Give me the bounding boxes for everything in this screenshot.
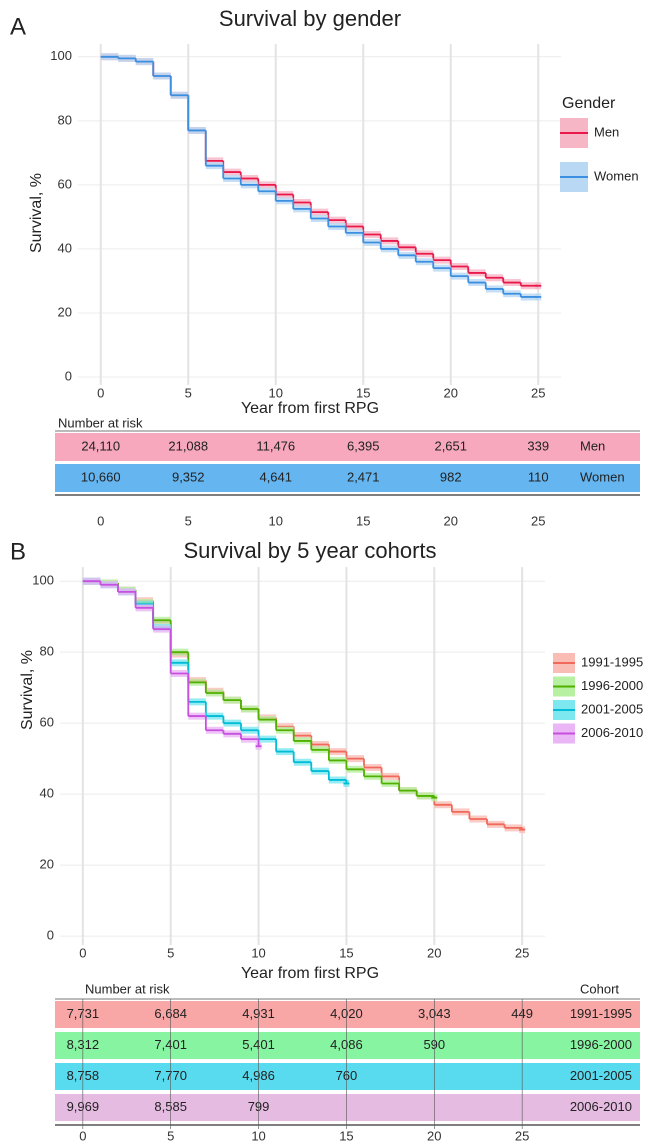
table-x-tick-label: 10 bbox=[269, 513, 283, 528]
x-tick-label: 0 bbox=[97, 385, 104, 400]
y-tick-label: 40 bbox=[40, 786, 54, 801]
risk-row-name: 2006-2010 bbox=[570, 1099, 632, 1114]
panel-label: B bbox=[10, 538, 26, 565]
table-x-tick-label: 0 bbox=[97, 513, 104, 528]
risk-count: 2,471 bbox=[347, 469, 380, 484]
y-tick-label: 60 bbox=[40, 715, 54, 730]
risk-count: 110 bbox=[528, 469, 549, 484]
x-tick-label: 20 bbox=[427, 945, 441, 960]
table-x-tick-label: 15 bbox=[356, 513, 370, 528]
risk-table-title: Number at risk bbox=[58, 415, 143, 430]
table-x-tick-label: 15 bbox=[339, 1128, 353, 1143]
risk-count: 24,110 bbox=[81, 438, 120, 453]
legend-label: 2001-2005 bbox=[581, 701, 643, 716]
legend-label: Women bbox=[594, 168, 639, 183]
risk-count: 10,660 bbox=[81, 469, 121, 484]
x-tick-label: 25 bbox=[531, 385, 545, 400]
x-tick-label: 5 bbox=[185, 385, 192, 400]
risk-count: 11,476 bbox=[256, 438, 295, 453]
risk-row-name: 2001-2005 bbox=[570, 1068, 632, 1083]
risk-row bbox=[55, 1001, 640, 1028]
table-x-tick-label: 10 bbox=[251, 1128, 265, 1143]
risk-count: 6,395 bbox=[347, 438, 380, 453]
legend-label: 1996-2000 bbox=[581, 678, 643, 693]
risk-row bbox=[55, 1094, 640, 1121]
risk-count: 982 bbox=[440, 469, 462, 484]
table-x-tick-label: 25 bbox=[531, 513, 545, 528]
y-tick-label: 100 bbox=[32, 573, 54, 588]
table-x-tick-label: 0 bbox=[79, 1128, 86, 1143]
x-tick-label: 0 bbox=[79, 945, 86, 960]
risk-count: 4,641 bbox=[259, 469, 292, 484]
y-tick-label: 40 bbox=[58, 240, 72, 255]
risk-row bbox=[55, 1032, 640, 1059]
y-tick-label: 20 bbox=[58, 304, 72, 319]
panel-label: A bbox=[10, 13, 26, 40]
risk-row-name: 1991-1995 bbox=[570, 1006, 632, 1021]
legend-label: 2006-2010 bbox=[581, 725, 643, 740]
risk-row bbox=[55, 464, 640, 492]
y-tick-label: 60 bbox=[58, 176, 72, 191]
y-tick-label: 20 bbox=[40, 857, 54, 872]
table-x-tick-label: 20 bbox=[427, 1128, 441, 1143]
risk-row-name: 1996-2000 bbox=[570, 1037, 632, 1052]
risk-table-row-header: Cohort bbox=[580, 981, 619, 996]
table-x-tick-label: 5 bbox=[167, 1128, 174, 1143]
y-tick-label: 100 bbox=[50, 48, 72, 63]
legend-title: Gender bbox=[562, 95, 616, 112]
x-axis-title: Year from first RPG bbox=[241, 965, 379, 982]
x-axis-title: Year from first RPG bbox=[241, 400, 379, 417]
x-tick-label: 10 bbox=[251, 945, 265, 960]
chart-title: Survival by 5 year cohorts bbox=[183, 538, 436, 563]
table-x-tick-label: 5 bbox=[185, 513, 192, 528]
y-tick-label: 80 bbox=[40, 644, 54, 659]
y-tick-label: 0 bbox=[65, 368, 72, 383]
risk-row bbox=[55, 1063, 640, 1090]
x-tick-label: 25 bbox=[515, 945, 529, 960]
y-axis-title: Survival, % bbox=[28, 173, 45, 253]
table-x-tick-label: 20 bbox=[444, 513, 458, 528]
y-axis-title: Survival, % bbox=[19, 650, 36, 730]
risk-count: 21,088 bbox=[168, 438, 208, 453]
table-x-tick-label: 25 bbox=[515, 1128, 529, 1143]
x-tick-label: 15 bbox=[356, 385, 370, 400]
x-tick-label: 10 bbox=[269, 385, 283, 400]
risk-table-title: Number at risk bbox=[85, 981, 170, 996]
risk-row bbox=[55, 433, 640, 461]
y-tick-label: 80 bbox=[58, 112, 72, 127]
legend-label: 1991-1995 bbox=[581, 654, 643, 669]
y-tick-label: 0 bbox=[47, 928, 54, 943]
risk-count: 9,352 bbox=[172, 469, 205, 484]
legend-label: Men bbox=[594, 124, 619, 139]
x-tick-label: 5 bbox=[167, 945, 174, 960]
risk-row-name: Men bbox=[580, 438, 605, 453]
risk-row-name: Women bbox=[580, 469, 625, 484]
x-tick-label: 20 bbox=[444, 385, 458, 400]
risk-count: 2,651 bbox=[434, 438, 467, 453]
x-tick-label: 15 bbox=[339, 945, 353, 960]
chart-title: Survival by gender bbox=[219, 6, 401, 31]
risk-count: 339 bbox=[527, 438, 549, 453]
